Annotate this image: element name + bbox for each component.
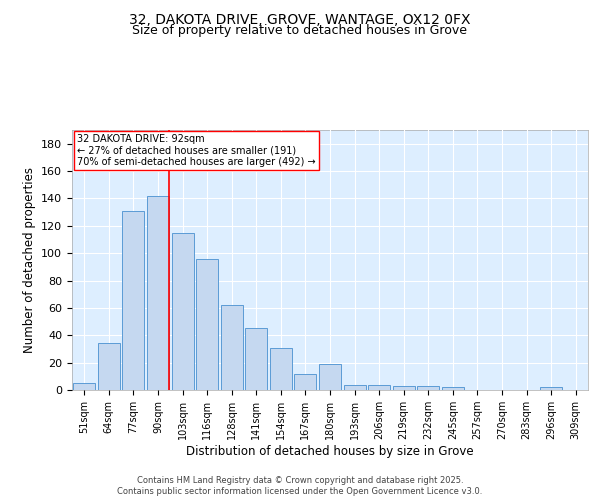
Text: 32, DAKOTA DRIVE, GROVE, WANTAGE, OX12 0FX: 32, DAKOTA DRIVE, GROVE, WANTAGE, OX12 0… (129, 12, 471, 26)
Bar (344, 384, 365, 390)
X-axis label: Distribution of detached houses by size in Grove: Distribution of detached houses by size … (186, 445, 474, 458)
Text: Size of property relative to detached houses in Grove: Size of property relative to detached ho… (133, 24, 467, 37)
Text: Contains HM Land Registry data © Crown copyright and database right 2025.: Contains HM Land Registry data © Crown c… (137, 476, 463, 485)
Bar (540, 388, 562, 390)
Bar (221, 305, 243, 390)
Y-axis label: Number of detached properties: Number of detached properties (23, 167, 35, 353)
Bar (196, 258, 218, 390)
Bar (245, 328, 268, 390)
Bar (417, 386, 439, 390)
Bar (368, 384, 390, 390)
Text: 32 DAKOTA DRIVE: 92sqm
← 27% of detached houses are smaller (191)
70% of semi-de: 32 DAKOTA DRIVE: 92sqm ← 27% of detached… (77, 134, 316, 167)
Bar (295, 374, 316, 390)
Bar (147, 196, 169, 390)
Bar (73, 383, 95, 390)
Bar (172, 232, 194, 390)
Bar (270, 348, 292, 390)
Bar (392, 386, 415, 390)
Bar (442, 388, 464, 390)
Bar (98, 344, 120, 390)
Text: Contains public sector information licensed under the Open Government Licence v3: Contains public sector information licen… (118, 488, 482, 496)
Bar (319, 364, 341, 390)
Bar (122, 210, 145, 390)
